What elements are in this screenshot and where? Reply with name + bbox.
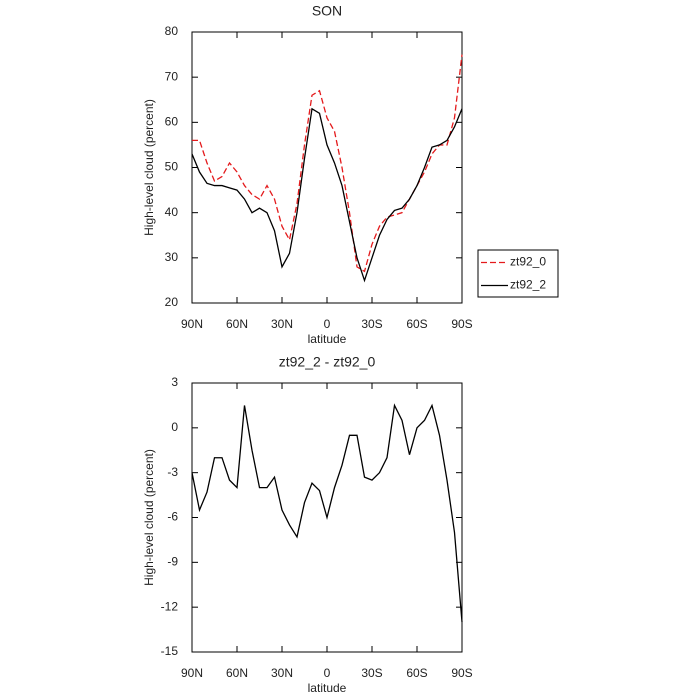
series-line: [191, 107, 463, 283]
x-tick-label: 0: [324, 666, 331, 680]
y-axis-label: High-level cloud (percent): [142, 99, 156, 236]
chart-title: SON: [312, 3, 342, 19]
x-axis-label: latitude: [308, 681, 347, 695]
x-tick-label: 30S: [361, 317, 382, 331]
x-tick-label: 90S: [451, 666, 472, 680]
x-tick-label: 0: [324, 317, 331, 331]
x-tick-label: 90N: [181, 317, 203, 331]
legend-box: [477, 249, 559, 298]
y-tick-label: 40: [165, 205, 179, 219]
y-tick-label: 60: [165, 115, 179, 129]
x-tick-label: 30N: [271, 666, 293, 680]
plot-frame: [191, 31, 463, 304]
x-tick-label: 60N: [226, 317, 248, 331]
y-tick-label: 0: [171, 420, 178, 434]
y-tick-label: -12: [161, 599, 179, 613]
y-tick-label: 70: [165, 69, 179, 83]
series-line: [192, 54, 463, 273]
y-tick-label: -15: [161, 644, 179, 658]
x-tick-label: 90N: [181, 666, 203, 680]
chart-title: zt92_2 - zt92_0: [279, 354, 376, 370]
y-tick-label: 50: [165, 160, 179, 174]
y-tick-label: 3: [171, 375, 178, 389]
x-axis-label: latitude: [308, 332, 347, 346]
y-tick-label: -9: [167, 555, 178, 569]
x-tick-label: 60S: [406, 666, 427, 680]
legend-label: zt92_0: [510, 255, 546, 269]
x-tick-label: 30S: [361, 666, 382, 680]
y-tick-label: 80: [165, 24, 179, 38]
legend-label: zt92_2: [510, 278, 546, 292]
y-tick-label: 30: [165, 250, 179, 264]
series-line: [191, 403, 463, 623]
x-tick-label: 90S: [451, 317, 472, 331]
x-tick-label: 60N: [226, 666, 248, 680]
y-tick-label: -6: [167, 510, 178, 524]
y-tick-label: -3: [167, 465, 178, 479]
y-tick-label: 20: [165, 295, 179, 309]
x-tick-label: 30N: [271, 317, 293, 331]
y-axis-label: High-level cloud (percent): [142, 449, 156, 586]
x-tick-label: 60S: [406, 317, 427, 331]
